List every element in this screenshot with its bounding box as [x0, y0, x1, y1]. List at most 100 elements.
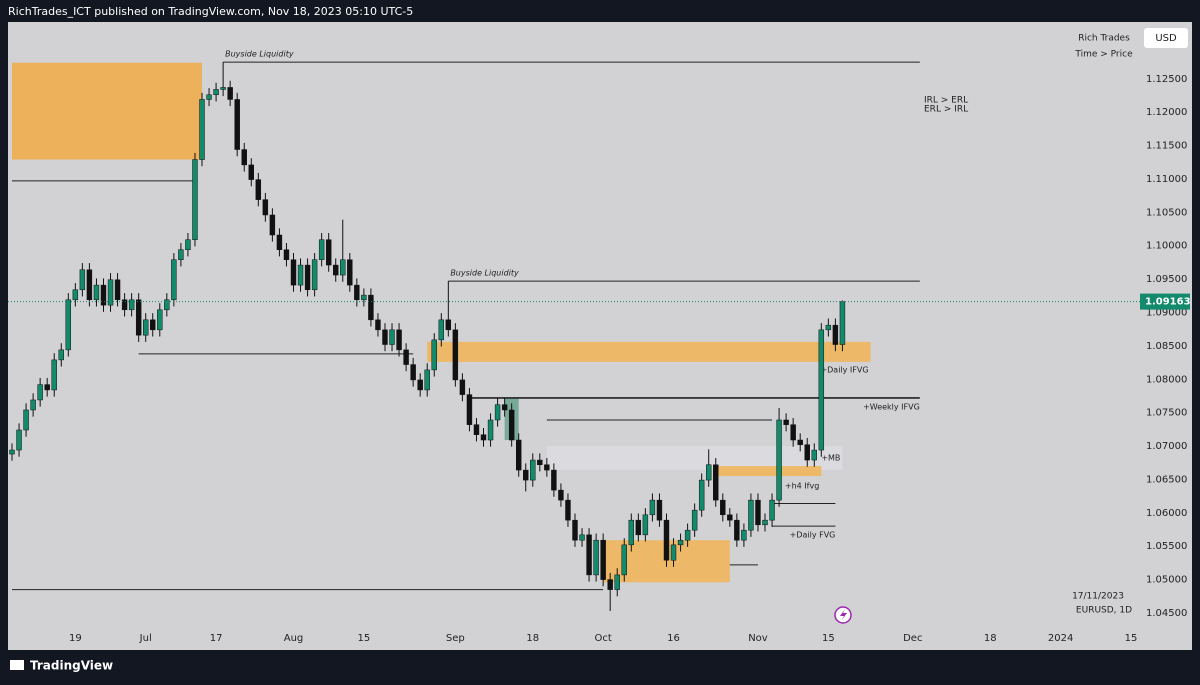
- candle-body: [262, 199, 269, 216]
- y-tick-label: 1.06000: [1146, 508, 1187, 519]
- candle-body: [333, 264, 339, 276]
- candle-body: [431, 339, 437, 371]
- candle-body: [9, 449, 15, 455]
- candle-body: [72, 289, 79, 301]
- candle-body: [523, 469, 529, 481]
- candle-body: [579, 534, 585, 541]
- candle-body: [51, 359, 57, 391]
- y-tick-label: 1.10500: [1146, 207, 1187, 218]
- candle-body: [811, 449, 817, 461]
- note: IRL > ERL: [924, 96, 968, 106]
- x-tick-label: Aug: [284, 633, 304, 644]
- x-tick-label: 17: [210, 633, 223, 644]
- candle-body: [206, 94, 212, 100]
- candle-body: [832, 324, 839, 345]
- candle-body: [642, 514, 649, 536]
- candle-body: [417, 379, 423, 391]
- plot-background: [8, 22, 1192, 650]
- line-label: Buyside Liquidity: [225, 50, 294, 59]
- y-tick-label: 1.09000: [1146, 307, 1187, 318]
- candle-body: [445, 319, 452, 331]
- x-tick-label: 16: [667, 633, 680, 644]
- candle-body: [741, 529, 747, 541]
- currency[interactable]: USD: [1155, 33, 1177, 44]
- note: ERL > IRL: [924, 105, 968, 115]
- candle-body: [107, 279, 114, 306]
- candle-body: [269, 214, 276, 236]
- zone-label: +MB: [821, 454, 840, 463]
- y-tick-label: 1.05500: [1146, 541, 1187, 552]
- line-label: Buyside Liquidity: [450, 269, 519, 278]
- candle-body: [30, 399, 36, 411]
- candle-body: [776, 419, 782, 501]
- candle-body: [368, 294, 374, 321]
- candle-body: [382, 329, 388, 345]
- x-tick-label: Nov: [748, 633, 768, 644]
- candle-body: [297, 264, 304, 286]
- candle-body: [621, 544, 627, 576]
- zone-label: +Daily IFVG: [820, 365, 868, 374]
- candle-body: [804, 444, 810, 461]
- candle-body: [684, 529, 691, 541]
- candle-body: [790, 424, 796, 441]
- candle-body: [227, 87, 233, 100]
- candle-body: [698, 479, 705, 511]
- candle-body: [748, 499, 754, 531]
- candle-body: [705, 464, 712, 481]
- tagline: Time > Price: [1074, 50, 1133, 60]
- candle-body: [713, 464, 719, 501]
- candle-body: [544, 464, 550, 471]
- currency-box[interactable]: [1144, 28, 1188, 48]
- candle-body: [677, 539, 684, 546]
- candle-body: [65, 299, 72, 351]
- candle-body: [255, 179, 262, 200]
- candle-body: [720, 499, 726, 516]
- zone: [12, 62, 203, 160]
- candle-body: [220, 87, 226, 90]
- candle-body: [825, 324, 832, 331]
- candle-body: [818, 329, 825, 451]
- x-tick-label: 2024: [1048, 633, 1073, 644]
- candle-body: [311, 259, 318, 291]
- candle-body: [396, 329, 402, 351]
- candle-body: [797, 439, 803, 445]
- candle-body: [164, 299, 170, 311]
- candle-body: [727, 514, 733, 521]
- x-tick-label: 15: [1125, 633, 1138, 644]
- line-label: +Weekly IFVG: [863, 402, 920, 411]
- candle-body: [37, 384, 43, 401]
- x-tick-label: Sep: [446, 633, 465, 644]
- candle-body: [691, 509, 698, 531]
- plot: +Daily IFVG +MB +h4 Ifvg Buyside Liquidity B…: [8, 50, 1140, 611]
- candle-body: [403, 349, 409, 365]
- candle-body: [572, 519, 578, 541]
- candle-body: [424, 369, 430, 391]
- candle-body: [79, 269, 86, 291]
- candle-body: [93, 284, 100, 301]
- candle-body: [44, 384, 50, 391]
- candle-body: [142, 319, 149, 336]
- y-tick-label: 1.09500: [1146, 274, 1187, 285]
- candle-body: [276, 234, 283, 250]
- candle-body: [459, 379, 466, 395]
- y-tick-label: 1.08500: [1146, 341, 1187, 352]
- brand[interactable]: TradingView: [30, 659, 113, 673]
- candle-body: [769, 499, 775, 521]
- candle-body: [325, 239, 332, 266]
- author: Rich Trades: [1078, 34, 1130, 44]
- alert-bolt: [840, 609, 847, 621]
- candle-body: [199, 99, 205, 160]
- y-tick-label: 1.05000: [1146, 575, 1187, 586]
- candle-body: [248, 164, 254, 180]
- candle-body: [185, 239, 191, 250]
- candle-body: [389, 329, 395, 345]
- line-label: +Daily FVG: [790, 531, 836, 540]
- y-tick-label: 1.07500: [1146, 408, 1187, 419]
- zone: [715, 466, 822, 477]
- zone: [427, 341, 871, 362]
- y-tick-label: 1.11500: [1146, 141, 1187, 152]
- candle-body: [593, 539, 599, 576]
- candle-body: [121, 299, 128, 311]
- y-tick-label: 1.10000: [1146, 241, 1187, 252]
